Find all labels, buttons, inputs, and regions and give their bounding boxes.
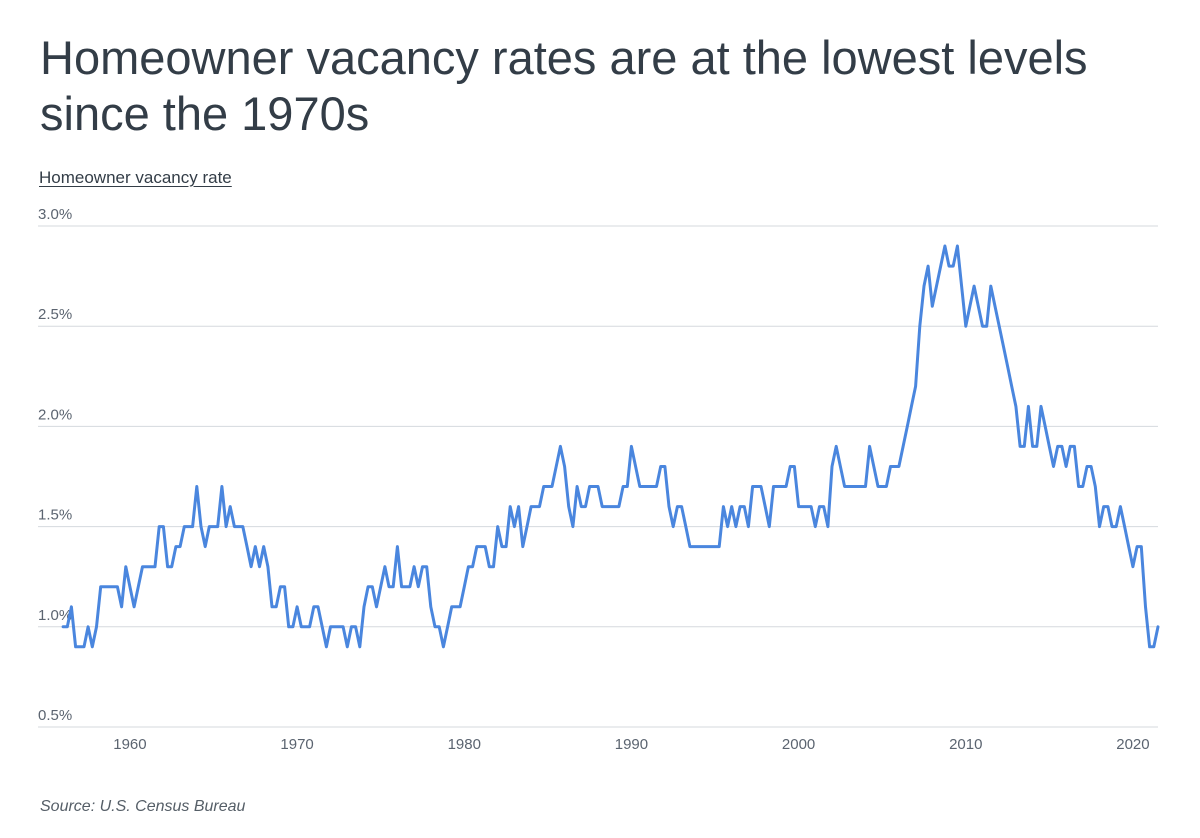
x-tick-label: 1980	[448, 736, 481, 753]
y-tick-label: 2.0%	[38, 406, 72, 423]
x-tick-label: 2010	[949, 736, 982, 753]
series-line	[61, 244, 1160, 649]
y-tick-label: 3.0%	[38, 206, 72, 223]
x-axis-ticks: 1960 1970 1980 1990 2000 2010 2020	[113, 736, 1149, 753]
y-tick-label: 1.0%	[38, 607, 72, 624]
x-tick-label: 1990	[615, 736, 648, 753]
x-tick-label: 2020	[1116, 736, 1149, 753]
y-tick-label: 2.5%	[38, 306, 72, 323]
x-tick-label: 1970	[280, 736, 313, 753]
x-tick-label: 1960	[113, 736, 146, 753]
y-axis-label: Homeowner vacancy rate	[39, 168, 232, 187]
source-note: Source: U.S. Census Bureau	[40, 798, 246, 815]
y-axis-ticks: 0.5% 1.0% 1.5% 2.0% 2.5% 3.0%	[38, 206, 72, 724]
x-tick-label: 2000	[782, 736, 815, 753]
series-layer	[61, 244, 1160, 649]
y-tick-label: 1.5%	[38, 507, 72, 524]
y-tick-label: 0.5%	[38, 707, 72, 724]
chart-title: Homeowner vacancy rates are at the lowes…	[40, 31, 1088, 140]
